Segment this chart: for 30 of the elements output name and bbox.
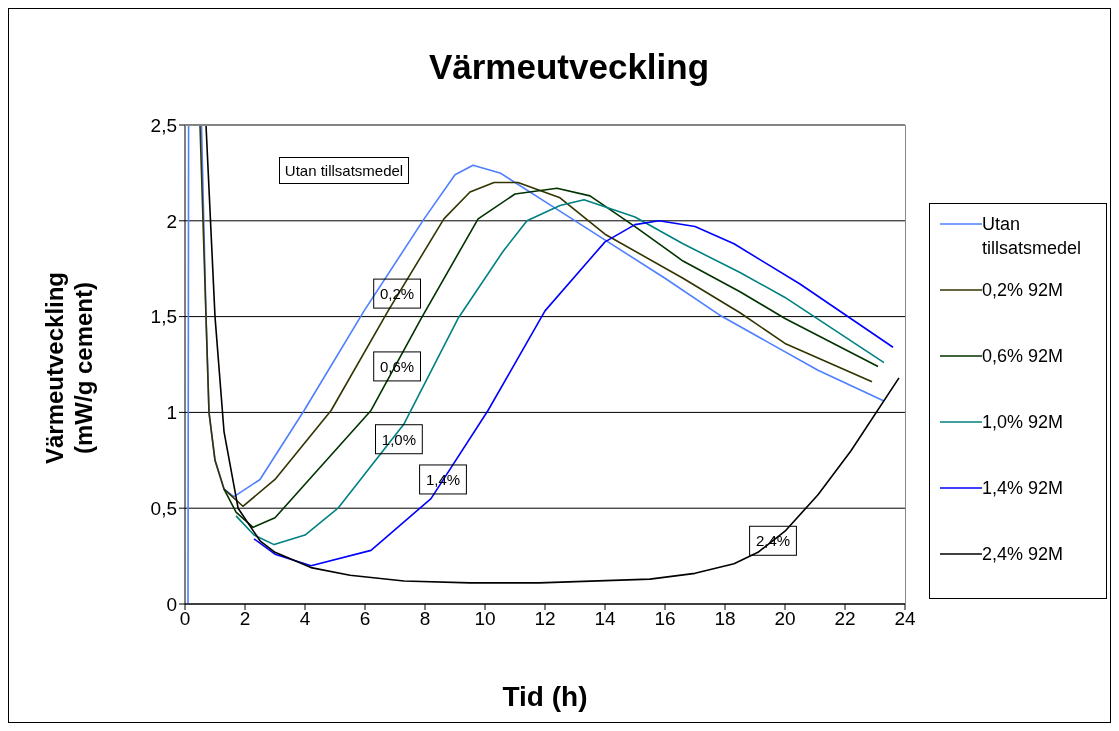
x-tick-label: 14 [594,608,616,630]
x-tick-label: 2 [239,608,251,630]
x-tick-label: 24 [894,608,916,630]
legend-label: Utan tillsatsmedel [982,213,1083,260]
x-tick-label: 20 [774,608,796,630]
y-tick-label: 1,5 [150,306,177,328]
x-tick-label: 18 [714,608,736,630]
legend-label: 0,6% 92M [982,345,1065,368]
x-tick-label: 12 [534,608,556,630]
x-tick-label: 8 [419,608,431,630]
legend-label: 1,0% 92M [982,411,1065,434]
x-tick-label: 4 [299,608,311,630]
x-axis-title: Tid (h) [501,681,589,713]
y-tick-label: 0,5 [150,497,177,519]
x-tick-label: 10 [474,608,496,630]
line-series [253,220,894,567]
legend-label: 0,2% 92M [982,279,1065,302]
x-tick-label: 16 [654,608,676,630]
y-tick-label: 2,5 [150,114,177,136]
line-series [199,125,873,508]
legend-label: 2,4% 92M [982,543,1065,566]
y-tick-label: 0 [166,593,177,615]
y-tick-label: 2 [166,210,177,232]
x-tick-label: 22 [834,608,856,630]
chart-title: Värmeutveckling [427,47,711,87]
annotation: Utan tillsatsmedel [279,157,409,184]
x-tick-label: 6 [359,608,371,630]
y-tick-label: 1 [166,402,177,424]
legend-label: 1,4% 92M [982,477,1065,500]
y-axis-title: Värmeutveckling (mW/g cement) [40,270,98,467]
